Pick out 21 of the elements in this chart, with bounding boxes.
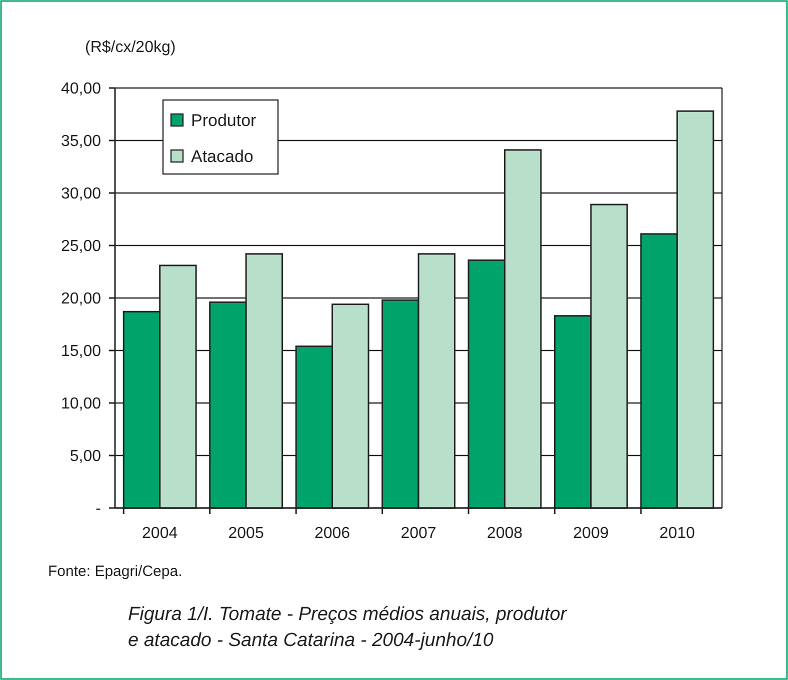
y-tick-label: 20,00 [60, 290, 102, 308]
x-tick-label: 2009 [573, 525, 609, 542]
x-tick-label: 2005 [228, 525, 264, 542]
y-tick-label: 35,00 [60, 133, 102, 150]
y-tick-label: 30,00 [60, 186, 102, 203]
x-tick-label: 2010 [659, 525, 696, 542]
legend-label: Produtor [191, 110, 257, 130]
x-tick-label: 2008 [486, 525, 523, 542]
y-tick-label: 40,00 [60, 80, 102, 98]
y-tick-label: 5,00 [70, 448, 102, 466]
text: Figura 1/I. Tomate - Preços médios anuais, produtor e atacado - Santa Catarina - 2004-junho/10 [128, 604, 568, 651]
y-tick-label: 15,00 [60, 343, 102, 360]
legend-label: Atacado [191, 146, 254, 166]
x-tick-label: 2004 [142, 525, 178, 542]
y-tick-label: 10,00 [60, 396, 102, 413]
y-tick-label: - [96, 500, 101, 518]
source-note: Fonte: Epagri/Cepa. [48, 563, 182, 580]
y-tick-label: 25,00 [60, 238, 102, 256]
x-tick-label: 2007 [400, 525, 436, 542]
x-tick-label: 2006 [314, 525, 350, 542]
y-axis-title: (R$/cx/20kg) [85, 39, 176, 56]
